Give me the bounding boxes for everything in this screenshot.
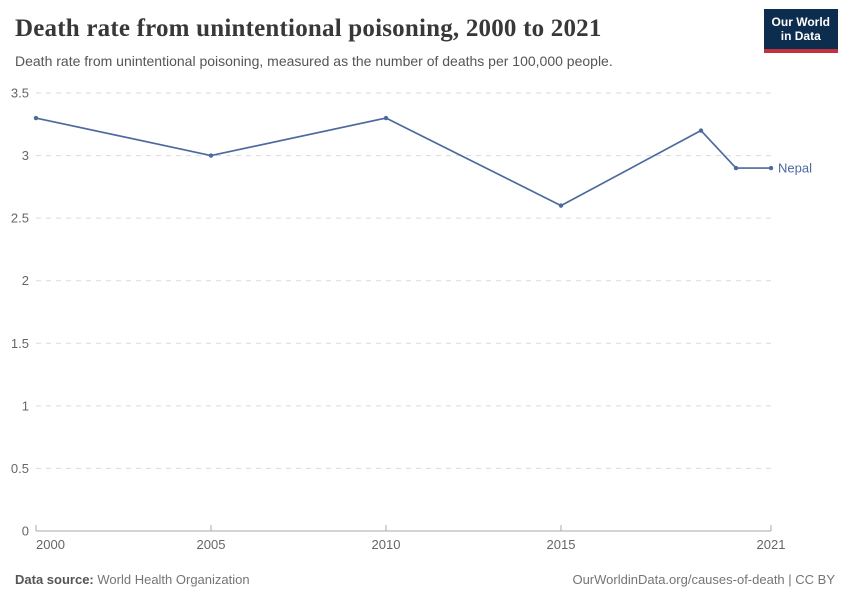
y-axis-tick-label: 1.5 [11, 336, 29, 351]
data-point-marker [208, 153, 214, 158]
x-axis-tick-label: 2005 [197, 537, 226, 552]
owid-logo-line1: Our World [771, 15, 830, 29]
y-axis-tick-label: 2.5 [11, 211, 29, 226]
y-axis-tick-label: 1 [22, 398, 29, 413]
y-axis-tick-label: 0 [22, 524, 29, 539]
x-axis-tick-label: 2010 [372, 537, 401, 552]
data-source-value: World Health Organization [97, 572, 250, 587]
data-point-marker [383, 115, 389, 121]
x-axis-tick-label: 2015 [547, 537, 576, 552]
data-point-marker [733, 165, 739, 171]
data-point-marker [698, 128, 704, 133]
data-point-marker [768, 165, 774, 171]
page-title: Death rate from unintentional poisoning,… [15, 15, 602, 42]
y-axis-tick-label: 0.5 [11, 461, 29, 476]
data-source: Data source: World Health Organization [15, 572, 250, 587]
chart-footer: Data source: World Health Organization O… [15, 572, 835, 587]
y-axis-tick-label: 3 [22, 148, 29, 163]
x-axis-tick-label: 2000 [36, 537, 65, 552]
attribution: OurWorldinData.org/causes-of-death | CC … [572, 572, 835, 587]
chart-subtitle: Death rate from unintentional poisoning,… [15, 52, 613, 69]
data-point-marker [33, 115, 39, 121]
data-source-label: Data source: [15, 572, 94, 587]
y-axis-tick-label: 3.5 [11, 86, 29, 101]
owid-logo-line2: in Data [780, 29, 821, 44]
data-point-marker [558, 203, 564, 208]
owid-logo: Our World in Data [763, 9, 838, 53]
data-line [35, 117, 772, 207]
y-axis-tick-label: 2 [22, 273, 29, 288]
series-label: Nepal [778, 161, 812, 176]
chart-header: Death rate from unintentional poisoning,… [15, 9, 838, 70]
x-axis-tick-label: 2021 [757, 537, 786, 552]
